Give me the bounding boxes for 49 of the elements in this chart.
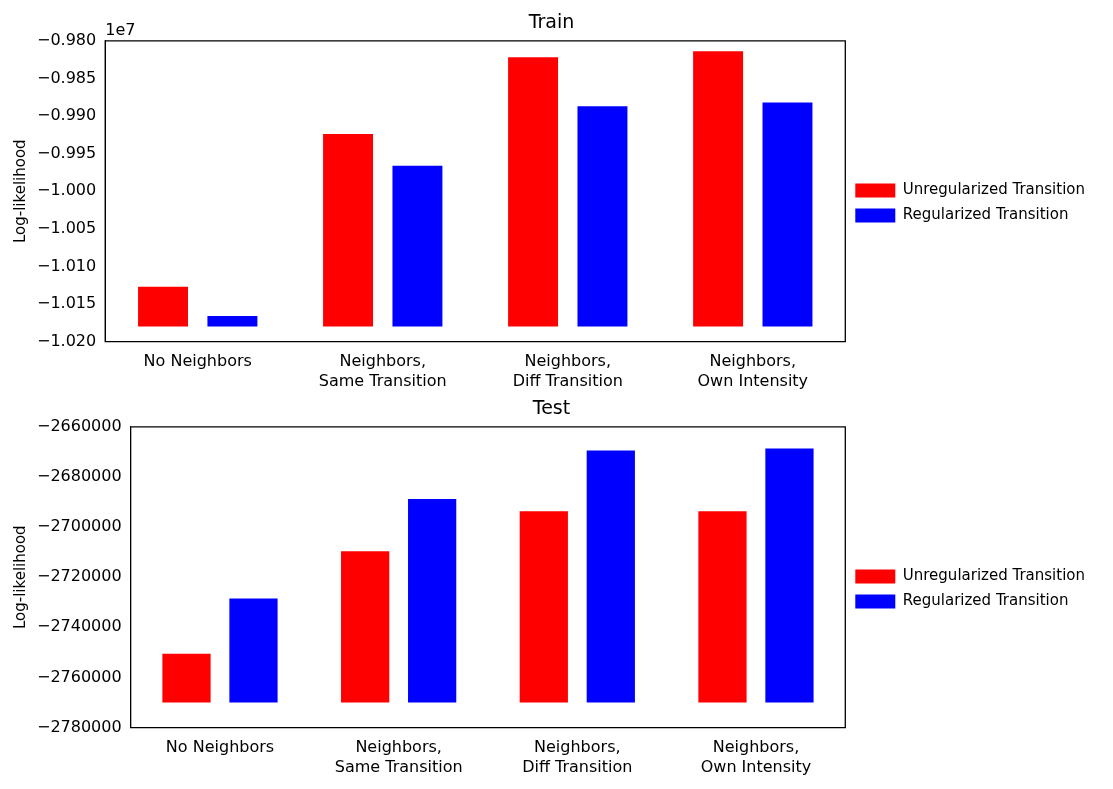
chart-title: Test [531, 396, 571, 419]
y-tick-label: −0.995 [36, 142, 97, 162]
x-tick-label: Neighbors, Same Transition [318, 351, 447, 390]
y-tick-label: −0.980 [36, 29, 97, 49]
y-tick-label: −2660000 [36, 415, 122, 435]
y-tick-label: −2780000 [36, 716, 122, 736]
legend-label: Unregularized Transition [902, 566, 1086, 585]
bar [586, 450, 635, 703]
legend-label: Regularized Transition [902, 205, 1069, 224]
y-tick-label: −1.010 [36, 255, 97, 275]
y-tick-label: −1.015 [36, 293, 97, 313]
y-tick-label: −2700000 [36, 516, 122, 536]
y-tick-label: −2760000 [36, 666, 122, 686]
x-tick-label: Neighbors, Diff Transition [522, 737, 633, 776]
legend-label: Unregularized Transition [902, 180, 1086, 199]
bar [693, 51, 744, 327]
bar [341, 551, 390, 703]
x-tick-label: Neighbors, Own Intensity [697, 351, 809, 390]
bar [162, 653, 211, 703]
text: 1e7 [105, 19, 136, 39]
y-tick-label: −2680000 [36, 466, 122, 486]
x-tick-label: No Neighbors [165, 737, 275, 757]
y-tick-label: −2720000 [36, 566, 122, 586]
y-axis-title: Log-likelihood [10, 525, 29, 630]
y-axis-title: Log-likelihood [10, 139, 29, 244]
bar [698, 511, 747, 703]
x-tick-label: Neighbors, Same Transition [334, 737, 463, 776]
y-tick-label: −2740000 [36, 616, 122, 636]
x-tick-label: Neighbors, Diff Transition [512, 351, 623, 390]
y-tick-label: −1.000 [36, 180, 97, 200]
y-tick-label: −1.020 [36, 330, 97, 350]
bar [207, 316, 258, 327]
bar [765, 448, 814, 703]
bar [408, 498, 457, 703]
bar [508, 57, 559, 327]
x-tick-label: Neighbors, Own Intensity [700, 737, 812, 776]
bar [762, 102, 813, 327]
bar [229, 598, 278, 703]
bar [519, 511, 568, 703]
y-tick-label: −0.985 [36, 67, 97, 87]
bar [392, 165, 443, 327]
bar [323, 134, 374, 327]
bar [138, 286, 189, 327]
legend-label: Regularized Transition [902, 591, 1069, 610]
chart-title: Train [527, 10, 575, 33]
bar [577, 106, 628, 327]
x-tick-label: No Neighbors [143, 351, 252, 371]
y-tick-label: −0.990 [36, 105, 97, 125]
y-tick-label: −1.005 [36, 217, 97, 237]
